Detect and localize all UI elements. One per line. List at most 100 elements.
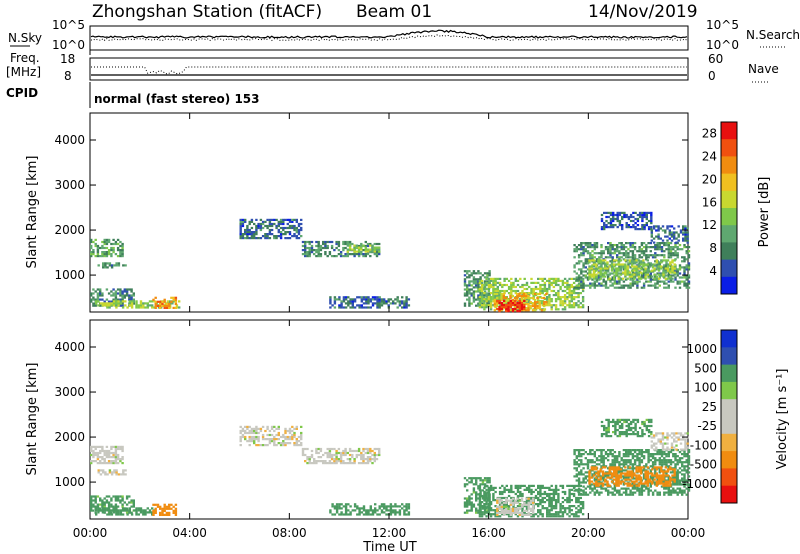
power-echo-cell (603, 224, 606, 227)
power-echo-cell (498, 296, 502, 299)
velocity-echo-cell (96, 445, 100, 448)
velocity-echo-cell (530, 484, 533, 487)
power-echo-cell (518, 310, 521, 313)
velocity-echo-cell (351, 449, 354, 453)
velocity-echo-cell (683, 451, 686, 454)
power-echo-cell (362, 306, 366, 309)
velocity-echo-cell (112, 460, 115, 463)
power-echo-cell (541, 300, 544, 303)
power-echo-cell (159, 300, 162, 303)
power-echo-cell (492, 294, 495, 297)
power-echo-cell (654, 246, 657, 249)
power-echo-cell (656, 242, 659, 245)
power-echo-cell (477, 302, 480, 305)
power-echo-cell (128, 288, 131, 291)
velocity-echo-cell (579, 503, 582, 506)
power-echo-cell (317, 255, 320, 258)
velocity-echo-cell (375, 458, 379, 461)
velocity-echo-cell (557, 515, 560, 518)
power-echo-cell (279, 237, 283, 240)
power-echo-cell (546, 298, 549, 301)
power-echo-cell (575, 276, 578, 279)
power-echo-cell (486, 292, 489, 295)
power-echo-cell (586, 278, 590, 281)
power-echo-cell (676, 256, 679, 259)
velocity-echo-cell (90, 503, 93, 506)
power-echo-cell (581, 277, 585, 280)
power-echo-cell (396, 300, 399, 303)
power-echo-cell (638, 254, 641, 257)
velocity-echo-cell (633, 482, 636, 485)
velocity-echo-cell (644, 470, 647, 473)
velocity-echo-cell (619, 482, 623, 485)
velocity-echo-cell (317, 456, 320, 459)
velocity-echo-cell (631, 491, 635, 494)
power-echo-cell (650, 233, 653, 236)
velocity-echo-cell (407, 511, 411, 514)
velocity-echo-cell (90, 447, 93, 451)
velocity-echo-cell (593, 477, 596, 480)
velocity-echo-cell (584, 477, 587, 480)
power-echo-cell (101, 253, 104, 256)
power-echo-cell (671, 269, 674, 272)
velocity-echo-cell (550, 505, 553, 508)
velocity-echo-cell (107, 495, 111, 498)
velocity-echo-cell (322, 462, 325, 465)
power-echo-cell (687, 276, 691, 279)
velocity-echo-cell (539, 492, 542, 496)
power-echo-cell (472, 300, 476, 303)
velocity-echo-cell (645, 465, 648, 468)
velocity-echo-cell (112, 451, 115, 455)
power-echo-cell (634, 228, 637, 231)
power-echo-cell (241, 237, 245, 240)
velocity-echo-cell (107, 505, 111, 508)
velocity-echo-cell (639, 466, 643, 469)
velocity-echo-cell (546, 492, 549, 496)
power-echo-cells (90, 211, 691, 313)
power-echo-cell (510, 283, 513, 287)
power-echo-cell (539, 289, 542, 293)
power-echo-cell (319, 253, 323, 256)
velocity-echo-cell (557, 494, 560, 498)
power-echo-cell (351, 306, 354, 309)
power-echo-cell (539, 283, 542, 287)
power-echo-cell (595, 246, 599, 249)
velocity-echo-cell (593, 487, 596, 490)
velocity-echo-cell (261, 438, 265, 441)
velocity-echo-cell (371, 462, 374, 465)
velocity-echo-cell (613, 485, 617, 488)
velocity-echo-cell (475, 479, 478, 482)
power-echo-cell (351, 242, 354, 246)
velocity-echo-cell (586, 461, 590, 464)
power-echo-cell (374, 302, 377, 305)
velocity-echo-cell (687, 489, 691, 492)
velocity-echo-cell (324, 460, 327, 463)
power-echo-cell (647, 266, 650, 269)
velocity-echo-cell (286, 438, 289, 441)
power-echo-cell (470, 274, 473, 277)
power-echo-cell (686, 237, 689, 240)
power-echo-cell (119, 292, 122, 295)
velocity-echo-cell (244, 429, 247, 433)
velocity-echo-cell (152, 513, 155, 516)
velocity-echo-cell (610, 474, 614, 477)
power-echo-cell (501, 283, 504, 287)
power-echo-cell (607, 246, 610, 249)
power-echo-cell (650, 226, 653, 229)
power-echo-cell (492, 279, 495, 282)
power-echo-cell (674, 244, 677, 247)
power-echo-cell (322, 242, 325, 246)
power-echo-cell (627, 284, 630, 287)
power-echo-cell (584, 284, 587, 287)
power-echo-cell (667, 244, 670, 247)
velocity-echo-cell (591, 483, 594, 486)
power-echo-cell (617, 259, 620, 262)
velocity-echo-cell (644, 482, 647, 485)
power-echo-cell (380, 302, 384, 305)
power-echo-cell (591, 254, 594, 257)
velocity-echo-cell (573, 451, 576, 454)
power-echo-cell (673, 227, 676, 230)
velocity-echo-cell (472, 487, 476, 490)
velocity-echo-cell (329, 509, 332, 512)
power-echo-cell (475, 278, 478, 281)
